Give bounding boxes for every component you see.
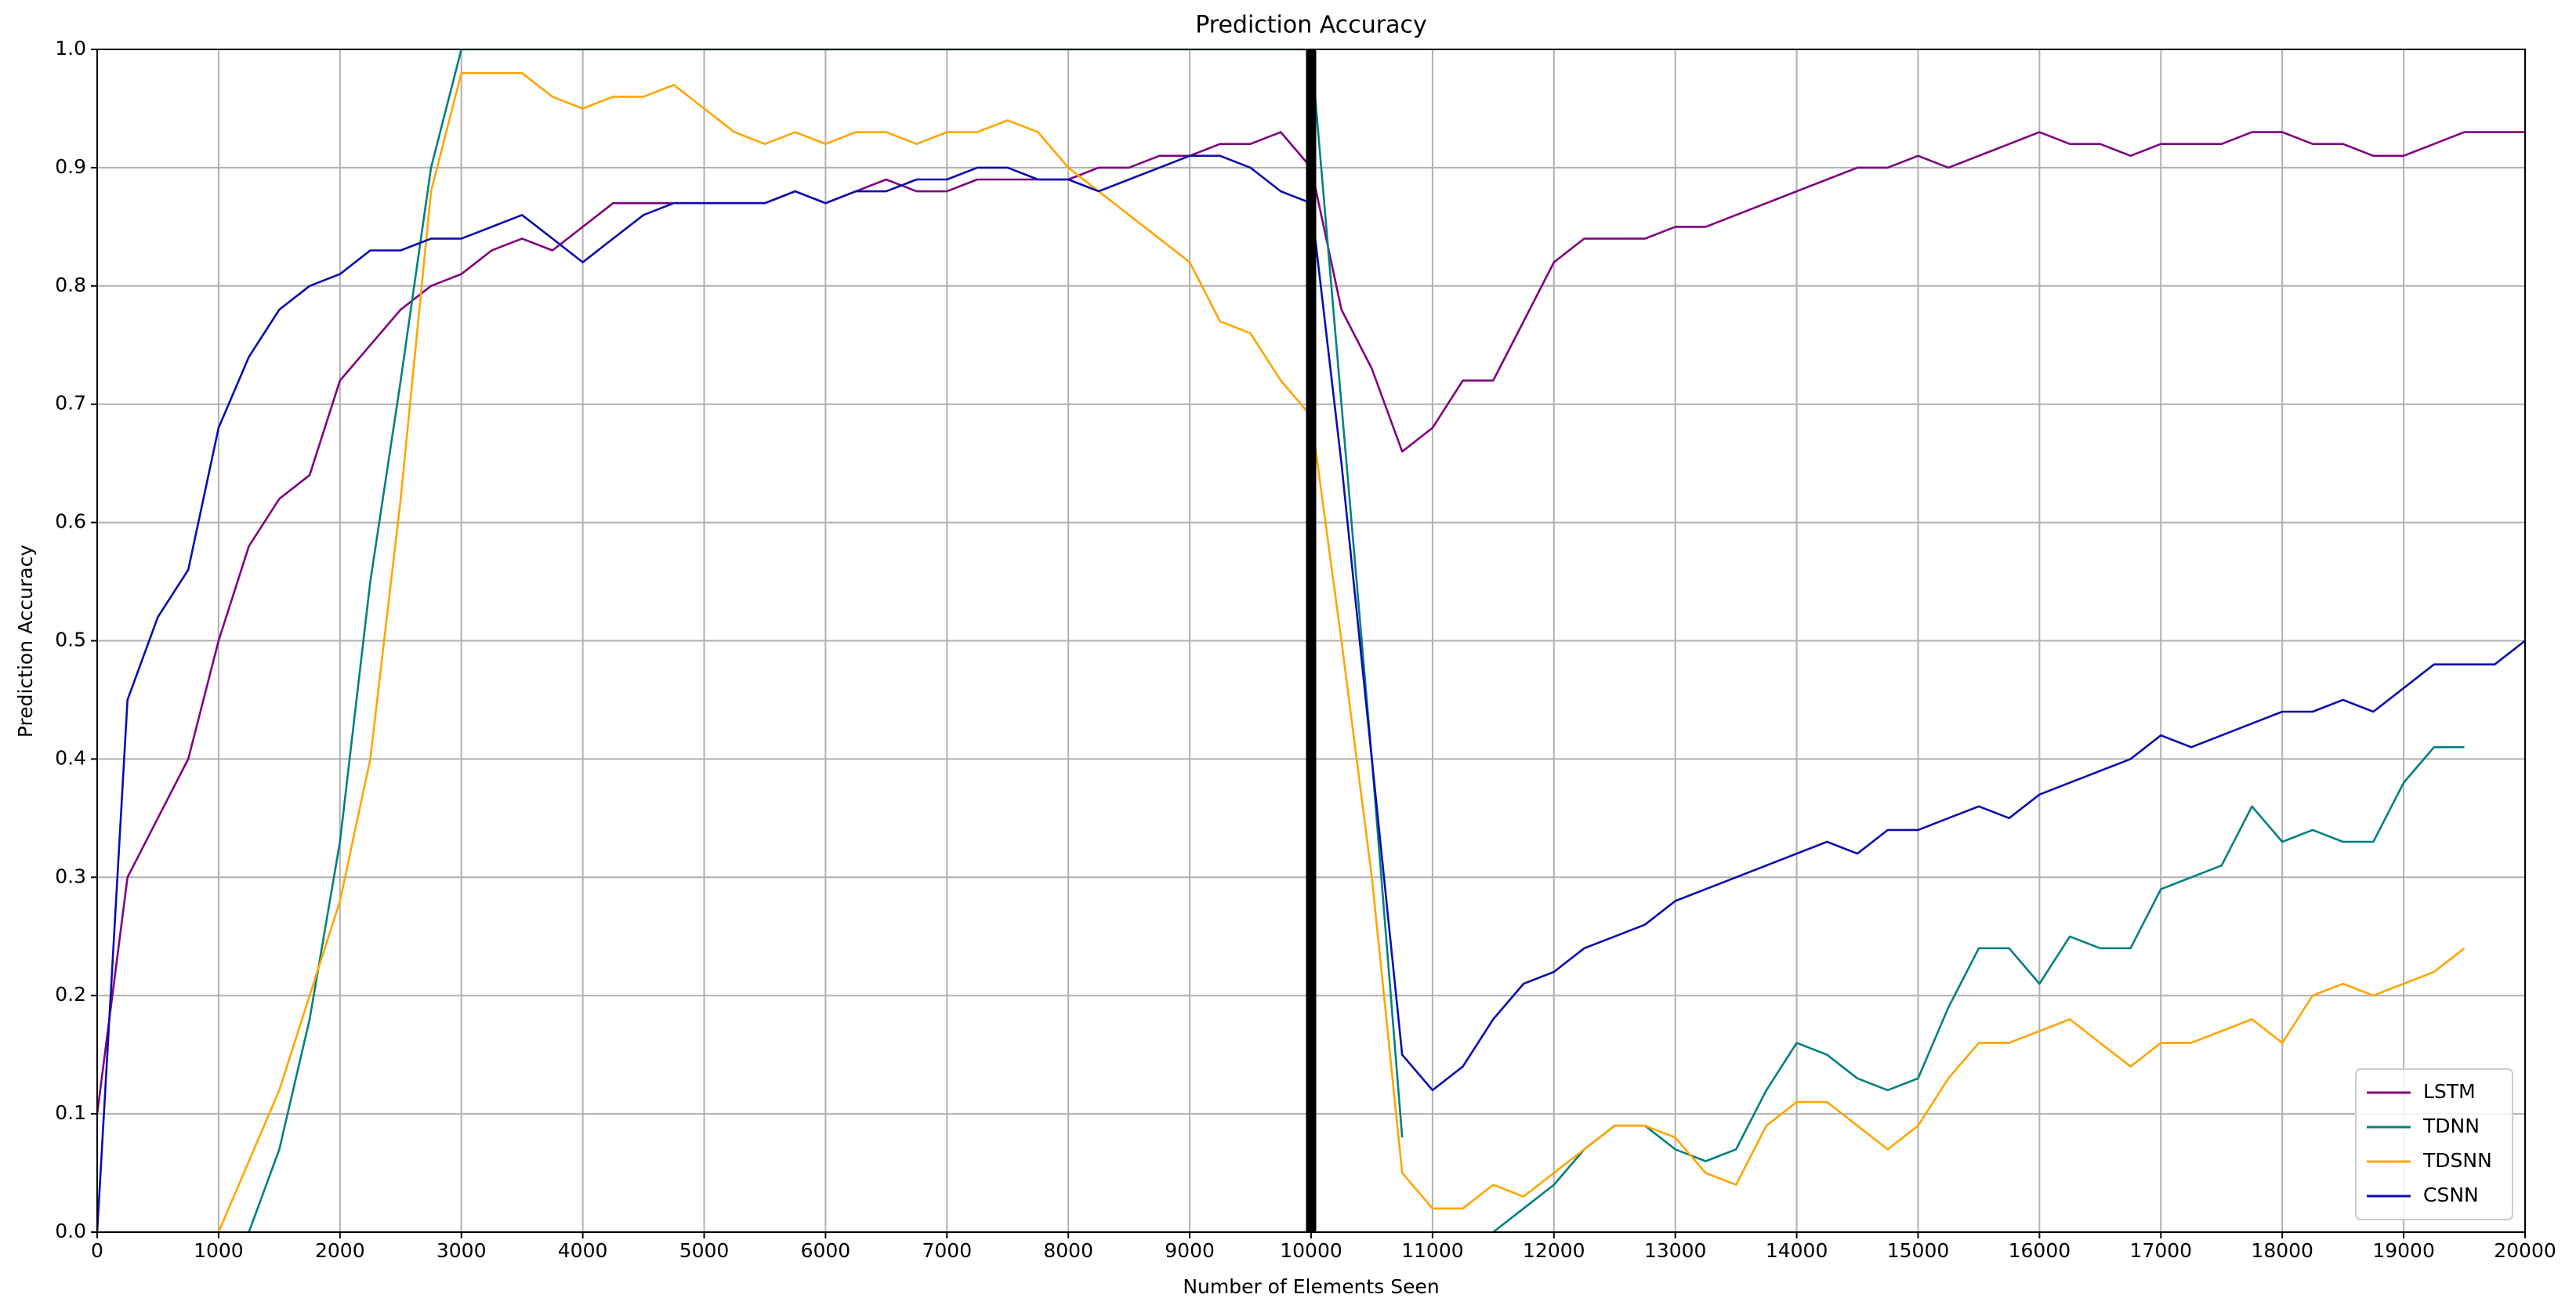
legend-label: CSNN xyxy=(2423,1184,2479,1206)
series-line xyxy=(217,71,2465,1232)
plot-frame xyxy=(96,49,2526,1233)
chart-title: Prediction Accuracy xyxy=(1195,12,1427,39)
x-tick-label: 19000 xyxy=(2372,1239,2435,1262)
y-tick-label: 0.2 xyxy=(55,983,86,1006)
y-tick-label: 0.4 xyxy=(55,746,86,769)
y-tick-label: 0.9 xyxy=(55,155,86,178)
x-tick-label: 11000 xyxy=(1401,1239,1464,1262)
y-tick-label: 1.0 xyxy=(55,37,86,60)
x-tick-label: 12000 xyxy=(1523,1239,1585,1262)
y-tick-label: 0.6 xyxy=(55,510,86,533)
y-tick-label: 0.3 xyxy=(55,865,86,887)
legend-box xyxy=(2355,1068,2513,1220)
x-tick-label: 2000 xyxy=(315,1239,365,1262)
y-tick-label: 0.7 xyxy=(55,392,86,415)
legend-label: LSTM xyxy=(2423,1080,2476,1103)
y-tick-label: 0.8 xyxy=(55,274,86,296)
y-tick-label: 0.0 xyxy=(55,1220,86,1242)
x-tick-label: 8000 xyxy=(1043,1239,1093,1262)
y-axis-label: Prediction Accuracy xyxy=(14,545,37,738)
x-tick-label: 6000 xyxy=(801,1239,851,1262)
x-tick-label: 15000 xyxy=(1887,1239,1950,1262)
x-tick-label: 0 xyxy=(91,1239,103,1262)
x-tick-label: 10000 xyxy=(1280,1239,1342,1262)
x-tick-label: 7000 xyxy=(922,1239,972,1262)
x-tick-label: 9000 xyxy=(1165,1239,1215,1262)
legend-label: TDNN xyxy=(2422,1115,2480,1137)
x-tick-label: 14000 xyxy=(1766,1239,1828,1262)
x-tick-label: 18000 xyxy=(2251,1239,2313,1262)
y-tick-label: 0.1 xyxy=(55,1101,86,1124)
x-tick-label: 3000 xyxy=(437,1239,487,1262)
legend-label: TDSNN xyxy=(2422,1149,2492,1172)
y-tick-label: 0.5 xyxy=(55,629,86,651)
x-tick-label: 1000 xyxy=(194,1239,244,1262)
x-axis-label: Number of Elements Seen xyxy=(1183,1275,1439,1298)
x-tick-label: 17000 xyxy=(2130,1239,2193,1262)
x-tick-label: 20000 xyxy=(2494,1239,2556,1262)
x-tick-label: 5000 xyxy=(679,1239,730,1262)
x-tick-label: 13000 xyxy=(1644,1239,1707,1262)
x-tick-label: 16000 xyxy=(2009,1239,2071,1262)
series-line xyxy=(248,49,2465,1232)
x-tick-label: 4000 xyxy=(558,1239,608,1262)
